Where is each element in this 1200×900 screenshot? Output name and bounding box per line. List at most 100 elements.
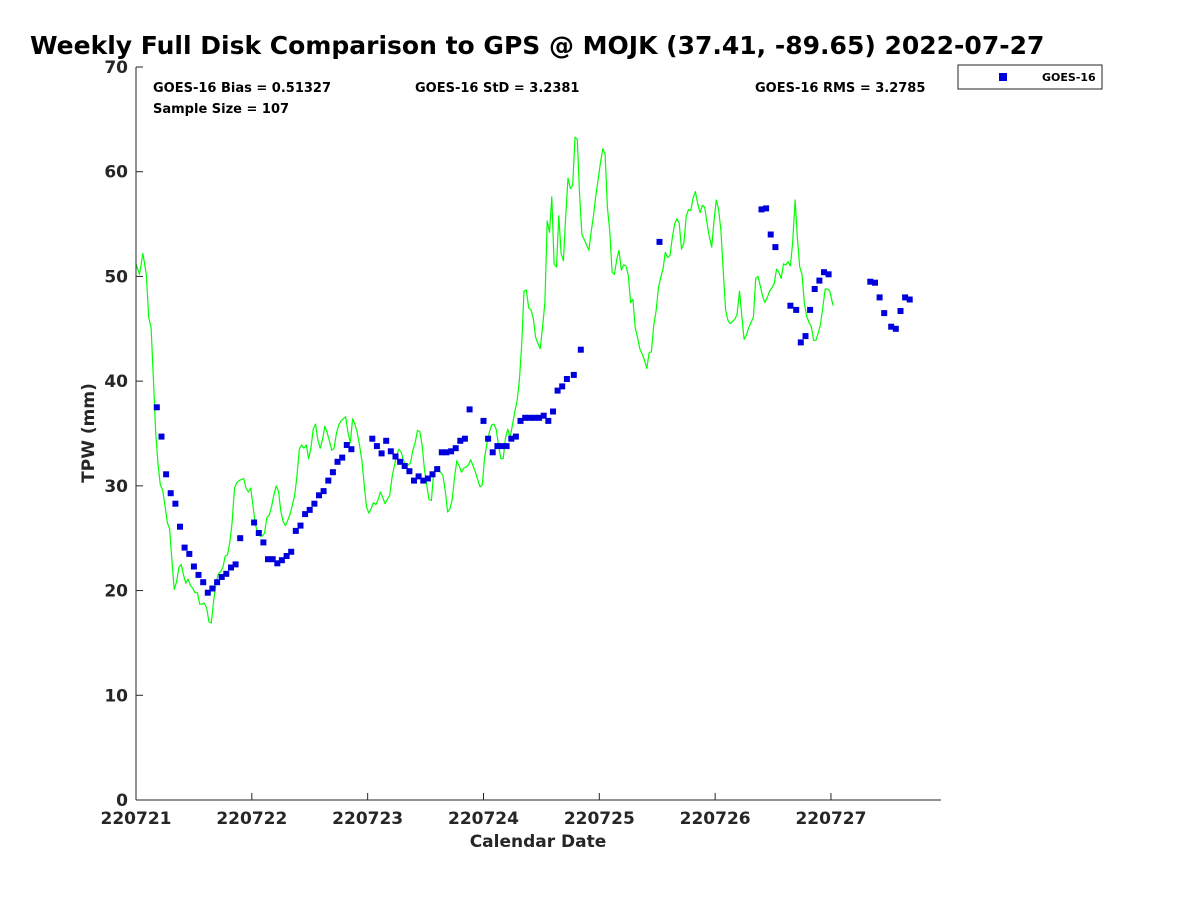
chart-title: Weekly Full Disk Comparison to GPS @ MOJ… [30, 31, 1044, 60]
y-axis-label: TPW (mm) [79, 383, 99, 483]
legend-box [957, 64, 1103, 90]
goes16-data-point [489, 449, 496, 456]
goes16-data-point [434, 466, 441, 473]
goes16-data-point [214, 579, 221, 586]
goes16-data-point [867, 278, 874, 285]
goes16-data-point [167, 490, 174, 497]
goes16-data-point [383, 437, 390, 444]
goes16-data-point [334, 458, 341, 465]
goes16-data-point [526, 414, 533, 421]
goes16-data-point [466, 406, 473, 413]
goes16-data-point [228, 564, 234, 571]
goes16-data-point [802, 333, 809, 340]
y-tick-label: 60 [104, 163, 128, 183]
y-tick-label: 70 [104, 58, 128, 78]
goes16-data-point [200, 579, 207, 586]
goes16-data-point [163, 471, 170, 478]
x-tick-label: 220724 [448, 809, 519, 829]
goes16-data-point [550, 408, 556, 415]
x-tick-label: 220723 [332, 809, 403, 829]
goes16-data-point [807, 306, 814, 313]
goes16-data-point [232, 561, 239, 568]
goes16-data-point [494, 443, 501, 450]
x-tick-label: 220726 [680, 809, 751, 829]
goes16-data-point [656, 238, 663, 245]
goes16-data-point [369, 435, 376, 442]
goes16-data-point [438, 449, 445, 456]
goes16-data-point [503, 443, 510, 450]
goes16-data-point [554, 387, 561, 394]
goes16-data-point [343, 442, 350, 448]
goes16-data-point [517, 417, 524, 424]
goes16-data-point [420, 477, 427, 484]
std-stat: GOES-16 StD = 3.2381 [415, 81, 579, 96]
goes16-data-point [888, 323, 895, 330]
goes16-data-point [821, 269, 827, 276]
goes16-data-point [406, 468, 413, 475]
goes16-data-point [902, 294, 909, 301]
goes16-data-point [278, 557, 285, 564]
goes16-data-point [181, 544, 188, 551]
goes16-data-point [485, 435, 492, 442]
goes16-data-point [448, 448, 455, 455]
rms-stat: GOES-16 RMS = 3.2785 [755, 81, 925, 96]
goes16-data-point [429, 471, 436, 478]
goes16-data-point [195, 571, 202, 578]
goes16-data-point [255, 530, 262, 536]
x-tick-label: 220725 [564, 809, 635, 829]
goes16-data-point [392, 453, 399, 460]
goes16-data-point [906, 296, 913, 303]
x-tick-label: 220727 [795, 809, 866, 829]
y-tick-label: 10 [104, 686, 128, 706]
goes16-data-point [461, 435, 468, 442]
goes16-data-point [793, 306, 800, 313]
goes16-data-point [265, 556, 271, 563]
goes16-data-point [292, 527, 299, 534]
goes16-data-point [283, 553, 290, 559]
sample-size-stat: Sample Size = 107 [153, 102, 289, 117]
goes16-data-point [872, 279, 878, 286]
goes16-data-point [797, 339, 804, 346]
legend-marker-goes16 [999, 73, 1007, 81]
goes16-data-point [480, 417, 487, 424]
goes16-data-point [424, 475, 431, 482]
goes16-data-point [512, 433, 519, 440]
goes16-data-point [190, 563, 197, 570]
goes16-data-point [452, 445, 459, 452]
y-tick-label: 0 [116, 791, 128, 811]
goes16-data-point [348, 446, 355, 453]
goes16-data-point [758, 206, 765, 213]
goes16-data-point [260, 539, 267, 546]
goes16-data-point [508, 435, 515, 442]
goes16-data-point [218, 574, 225, 580]
goes16-data-point [158, 433, 165, 440]
goes16-data-point [316, 492, 322, 499]
goes16-data-point [559, 383, 566, 390]
goes16-data-point [499, 443, 505, 450]
goes16-data-point [401, 463, 408, 469]
goes16-data-point [457, 437, 464, 444]
goes16-data-point [577, 346, 584, 353]
goes16-data-point [325, 477, 332, 484]
goes16-data-point [153, 404, 160, 411]
goes16-data-point [209, 585, 216, 592]
goes16-data-point [767, 231, 774, 238]
goes16-data-point [339, 454, 346, 461]
goes16-data-point [172, 500, 179, 507]
goes16-data-point [378, 450, 385, 457]
plot-frame [136, 67, 941, 800]
goes16-data-point [329, 469, 336, 476]
x-axis-label: Calendar Date [470, 832, 607, 852]
goes16-data-point [177, 523, 183, 530]
x-tick-label: 220721 [101, 809, 172, 829]
goes16-data-point [772, 244, 779, 251]
goes16-data-point [881, 310, 888, 317]
x-ticks: 220721 220722 220723 220724 220725 220726 2207… [101, 793, 866, 829]
y-tick-label: 20 [104, 582, 128, 602]
goes16-data-point [204, 589, 211, 596]
y-tick-label: 50 [104, 267, 128, 287]
goes16-data-point [269, 556, 276, 563]
goes16-data-point [223, 570, 230, 577]
goes16-data-point [816, 277, 823, 284]
